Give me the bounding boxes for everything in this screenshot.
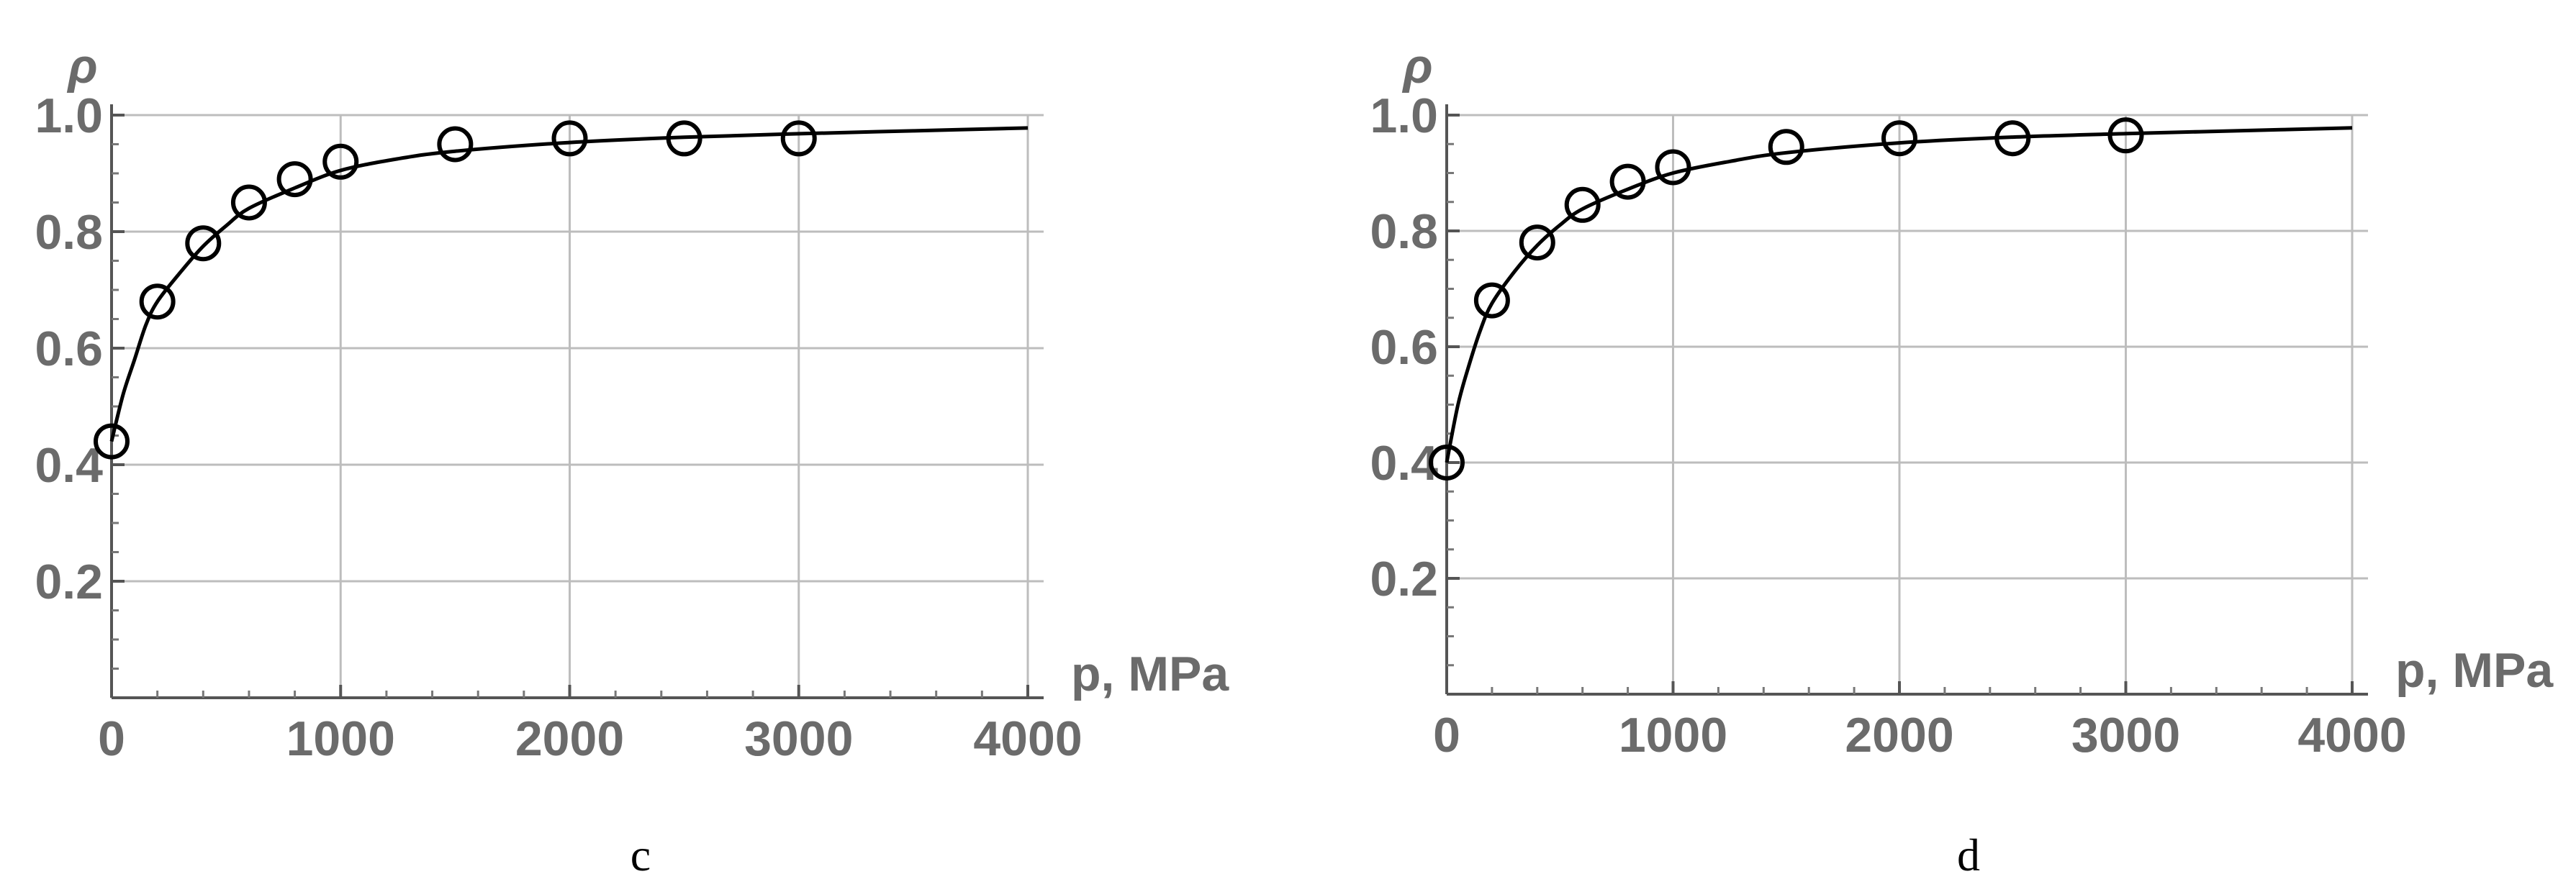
x-tick-label: 2000 (515, 711, 624, 766)
panel-caption: d (1957, 829, 1980, 880)
data-point (1564, 186, 1601, 223)
data-point (185, 225, 222, 262)
chart-panel-d: d 0 1000 2000 3000 4000 0.2 0.4 0.6 0.8 1.0ρ p, MP… (1370, 39, 2554, 880)
x-tick-label: 1000 (286, 711, 395, 766)
x-tick-label: 0 (1433, 708, 1460, 763)
data-point (1881, 120, 1917, 157)
data-point (551, 120, 588, 157)
y-axis-title: ρ (66, 39, 97, 94)
y-tick-label: 0.4 (35, 438, 103, 493)
data-point (1519, 224, 1555, 261)
x-tick-label: 1000 (1619, 708, 1727, 763)
data-point (230, 184, 267, 221)
x-tick-label: 3000 (744, 711, 853, 766)
x-tick-label: 2000 (1845, 708, 1953, 763)
y-tick-label: 0.8 (35, 205, 103, 260)
y-tick-label: 0.6 (35, 322, 103, 376)
y-axis-title: ρ (1401, 39, 1432, 94)
y-tick-label: 0.8 (1370, 204, 1438, 259)
chart-panel-c: c 0 1000 2000 3000 4000 0.2 0.4 0.6 0.8 1.0ρ p, MP… (35, 39, 1229, 880)
data-point (276, 161, 313, 198)
y-tick-label: 0.2 (1370, 552, 1438, 606)
x-tick-label: 4000 (973, 711, 1082, 766)
data-point (2107, 117, 2144, 154)
y-tick-label: 0.2 (35, 555, 103, 609)
data-point (1994, 120, 2031, 157)
x-tick-label: 3000 (2071, 708, 2180, 763)
x-tick-label: 0 (98, 711, 125, 766)
y-tick-label: 0.6 (1370, 320, 1438, 375)
data-point (1768, 129, 1804, 165)
x-axis-title: p, MPa (2395, 643, 2554, 698)
data-point (322, 143, 359, 180)
data-point (1609, 163, 1646, 200)
data-point (1473, 282, 1510, 319)
data-point (1429, 445, 1465, 481)
y-tick-label: 1.0 (1370, 88, 1438, 143)
data-point (780, 120, 817, 157)
data-point (666, 120, 702, 157)
y-tick-label: 1.0 (35, 88, 103, 143)
data-point (94, 423, 130, 460)
x-tick-label: 4000 (2297, 708, 2406, 763)
data-point (139, 283, 176, 320)
data-point (437, 126, 474, 163)
panel-caption: c (631, 829, 651, 880)
x-axis-title: p, MPa (1071, 647, 1229, 701)
data-point (1655, 149, 1691, 186)
y-tick-label: 0.4 (1370, 436, 1438, 491)
